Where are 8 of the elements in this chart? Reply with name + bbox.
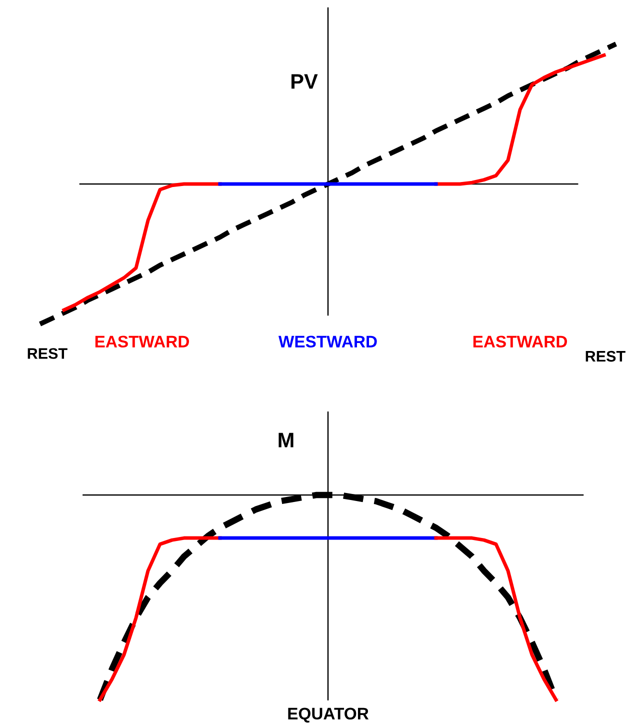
text: REST [586,350,626,362]
text: EASTWARD [95,336,189,348]
text: REST [28,348,68,359]
text: WESTWARD [278,336,377,348]
y-axis-title: M [278,432,294,448]
x-axis-title: EQUATOR [288,708,369,723]
y-axis-title: PV [291,74,318,89]
text: EASTWARD [473,336,567,348]
